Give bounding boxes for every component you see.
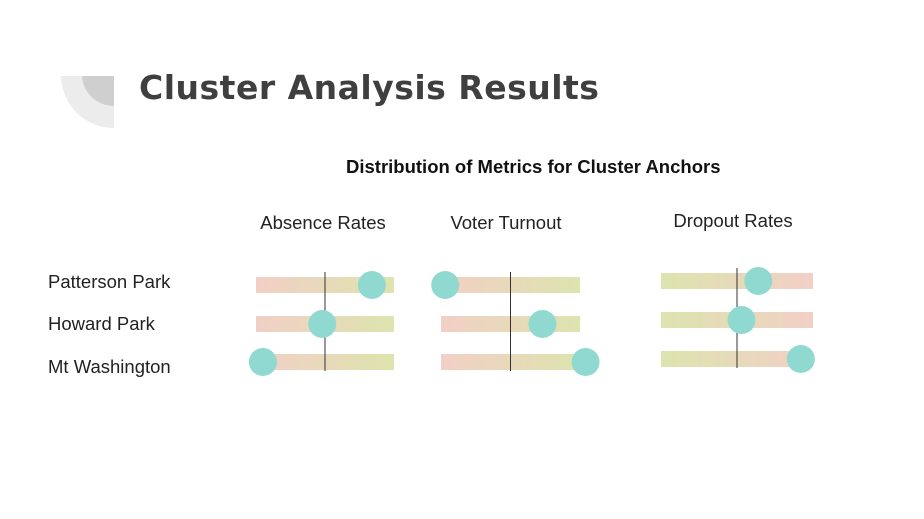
- data-point-voter-turnout-howard-park: [528, 310, 557, 338]
- data-point-dropout-rates-mt-washington: [786, 345, 815, 373]
- decorative-quarter-circle-icon: [61, 76, 114, 128]
- column-header-dropout-rates: Dropout Rates: [673, 210, 793, 231]
- column-header-voter-turnout: Voter Turnout: [450, 212, 562, 233]
- data-point-dropout-rates-patterson-park: [744, 267, 773, 295]
- row-label-howard-park: Howard Park: [48, 313, 155, 334]
- data-point-voter-turnout-patterson-park: [431, 271, 460, 299]
- deco-inner-arc: [82, 76, 114, 107]
- data-point-voter-turnout-mt-washington: [571, 348, 600, 376]
- data-point-dropout-rates-howard-park: [727, 306, 756, 334]
- data-point-absence-rates-patterson-park: [357, 271, 386, 299]
- data-point-absence-rates-mt-washington: [248, 348, 277, 376]
- data-point-absence-rates-howard-park: [308, 310, 337, 338]
- slide-title: Cluster Analysis Results: [139, 68, 600, 107]
- row-label-patterson-park: Patterson Park: [48, 271, 171, 292]
- chart-title: Distribution of Metrics for Cluster Anch…: [346, 156, 721, 177]
- row-label-mt-washington: Mt Washington: [48, 356, 171, 377]
- column-header-absence-rates: Absence Rates: [260, 212, 386, 233]
